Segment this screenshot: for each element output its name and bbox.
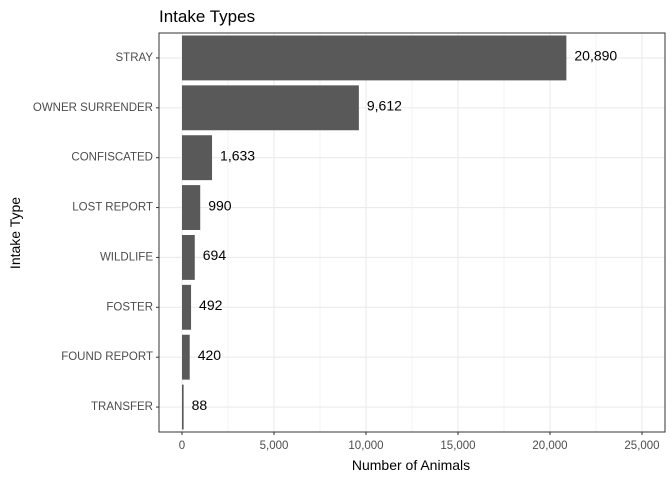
y-tick-label: CONFISCATED <box>71 152 153 164</box>
chart-title: Intake Types <box>159 7 255 26</box>
y-tick-label: TRANSFER <box>91 401 153 413</box>
x-tick-label: 0 <box>179 440 185 452</box>
x-tick-label: 20,000 <box>532 440 567 452</box>
y-tick-label: FOSTER <box>106 301 153 313</box>
x-tick-label: 10,000 <box>348 440 383 452</box>
bar <box>182 35 567 81</box>
x-axis-ticks: 0 5,000 10,000 15,000 20,000 25,000 <box>179 432 660 452</box>
bar <box>182 85 359 131</box>
bar <box>182 135 213 181</box>
data-label: 20,890 <box>574 48 617 64</box>
bar <box>182 234 195 280</box>
y-tick-label: STRAY <box>116 52 154 64</box>
y-axis-title: Intake Type <box>7 197 23 269</box>
x-tick-label: 5,000 <box>260 440 289 452</box>
bar <box>182 334 190 380</box>
data-label: 420 <box>198 347 222 363</box>
y-tick-label: OWNER SURRENDER <box>33 102 153 114</box>
bar <box>182 384 184 430</box>
y-axis-ticks: STRAY OWNER SURRENDER CONFISCATED LOST REPO… <box>33 52 159 413</box>
y-tick-label: LOST REPORT <box>72 202 153 214</box>
y-tick-label: WILDLIFE <box>100 251 153 263</box>
data-label: 492 <box>199 297 223 313</box>
bars <box>182 35 567 430</box>
x-tick-label: 25,000 <box>624 440 659 452</box>
data-label: 694 <box>203 247 227 263</box>
panel-border <box>158 32 666 433</box>
x-axis-title: Number of Animals <box>352 457 470 473</box>
bar <box>182 284 192 330</box>
x-tick-label: 15,000 <box>440 440 475 452</box>
data-label: 1,633 <box>220 147 255 163</box>
data-labels: 20,890 9,612 1,633 990 694 492 420 88 <box>192 48 618 413</box>
data-label: 9,612 <box>367 98 402 114</box>
y-tick-label: FOUND REPORT <box>61 351 153 363</box>
data-label: 88 <box>192 397 208 413</box>
data-label: 990 <box>208 197 232 213</box>
bar <box>182 185 201 231</box>
